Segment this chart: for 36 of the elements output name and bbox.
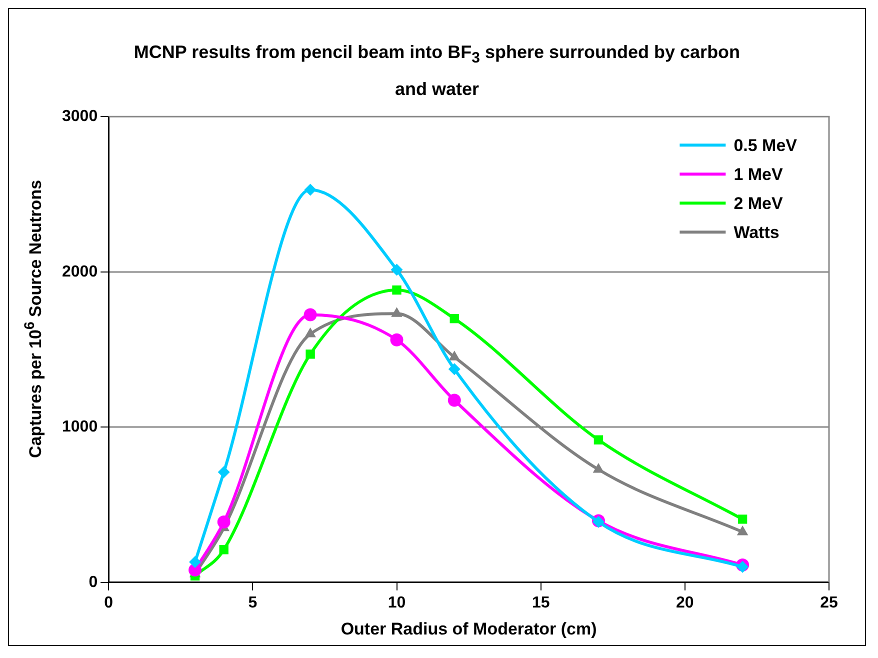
point xyxy=(448,393,461,406)
y-tick-label: 3000 xyxy=(62,108,98,125)
point xyxy=(304,327,316,337)
point xyxy=(217,515,230,528)
point xyxy=(594,434,604,444)
chart-title: MCNP results from pencil beam into BF$_{3}$ sphere surrounded by carbon and water xyxy=(132,41,742,101)
point xyxy=(736,525,748,535)
point xyxy=(219,544,228,554)
point xyxy=(304,183,316,196)
y-tick-label: 0 xyxy=(88,573,98,590)
point xyxy=(390,332,404,346)
point xyxy=(304,308,317,321)
x-tick-label: 10 xyxy=(388,594,406,611)
x-axis-title: Outer Radius of Moderator (cm) xyxy=(340,619,597,638)
x-tick-label: 25 xyxy=(820,594,838,611)
point xyxy=(450,314,459,323)
point xyxy=(391,306,402,316)
point xyxy=(592,462,604,472)
y-tick-label: 2000 xyxy=(62,262,98,280)
y-tick-label: 1000 xyxy=(62,418,98,436)
x-tick-label: 5 xyxy=(248,594,258,611)
point xyxy=(390,263,403,276)
legend-label: 1 MeV xyxy=(734,164,784,184)
x-tick-label: 15 xyxy=(532,594,550,611)
legend-label: 2 MeV xyxy=(734,193,784,212)
legend-label: Watts xyxy=(734,222,780,242)
point xyxy=(392,285,402,294)
point xyxy=(306,349,315,358)
x-tick-label: 0 xyxy=(104,594,114,611)
point xyxy=(448,350,460,360)
point xyxy=(448,362,460,375)
point xyxy=(738,514,748,524)
x-tick-label: 20 xyxy=(676,594,694,611)
legend-label: 0.5 MeV xyxy=(734,135,798,154)
point xyxy=(189,556,202,568)
point xyxy=(218,466,230,478)
